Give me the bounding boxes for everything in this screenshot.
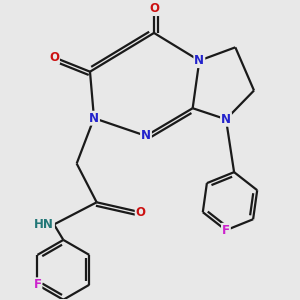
Text: F: F	[222, 224, 230, 237]
Text: N: N	[221, 113, 231, 126]
Text: N: N	[194, 54, 204, 67]
Text: N: N	[141, 129, 151, 142]
Text: O: O	[49, 51, 59, 64]
Text: F: F	[33, 278, 41, 291]
Text: HN: HN	[34, 218, 54, 231]
Text: N: N	[89, 112, 99, 125]
Text: O: O	[149, 2, 159, 15]
Text: O: O	[136, 206, 146, 219]
